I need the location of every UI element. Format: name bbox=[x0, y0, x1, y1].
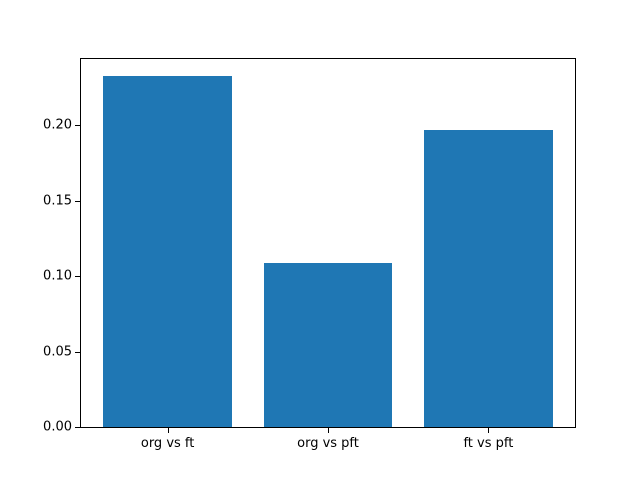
y-tick-0.05 bbox=[75, 351, 80, 353]
y-tick-0.10 bbox=[75, 276, 80, 278]
y-tick-0.15 bbox=[75, 200, 80, 202]
x-tick-ft-vs-pft bbox=[488, 428, 490, 433]
y-tick-label-0.20: 0.20 bbox=[43, 117, 72, 133]
axes: 0.00 0.05 0.10 0.15 0.20 org vs ft org vs pft… bbox=[43, 58, 576, 450]
bar-org-vs-pft bbox=[263, 262, 393, 427]
bar-org-vs-ft bbox=[103, 75, 232, 427]
x-tick-org-vs-ft bbox=[167, 428, 169, 433]
x-tick-label-ft-vs-pft: ft vs pft bbox=[463, 436, 514, 451]
x-tick-org-vs-pft bbox=[328, 428, 329, 433]
y-tick-label-0.15: 0.15 bbox=[43, 193, 72, 209]
y-tick-0.20 bbox=[75, 125, 80, 127]
y-tick-label-0.05: 0.05 bbox=[43, 344, 72, 360]
bar-ft-vs-pft bbox=[424, 129, 553, 427]
x-tick-label-org-vs-ft: org vs ft bbox=[140, 436, 195, 451]
x-tick-label-org-vs-pft: org vs pft bbox=[297, 436, 359, 451]
y-tick-0.00 bbox=[75, 427, 80, 428]
y-tick-label-0.00: 0.00 bbox=[43, 419, 72, 435]
y-tick-label-0.10: 0.10 bbox=[43, 268, 72, 284]
